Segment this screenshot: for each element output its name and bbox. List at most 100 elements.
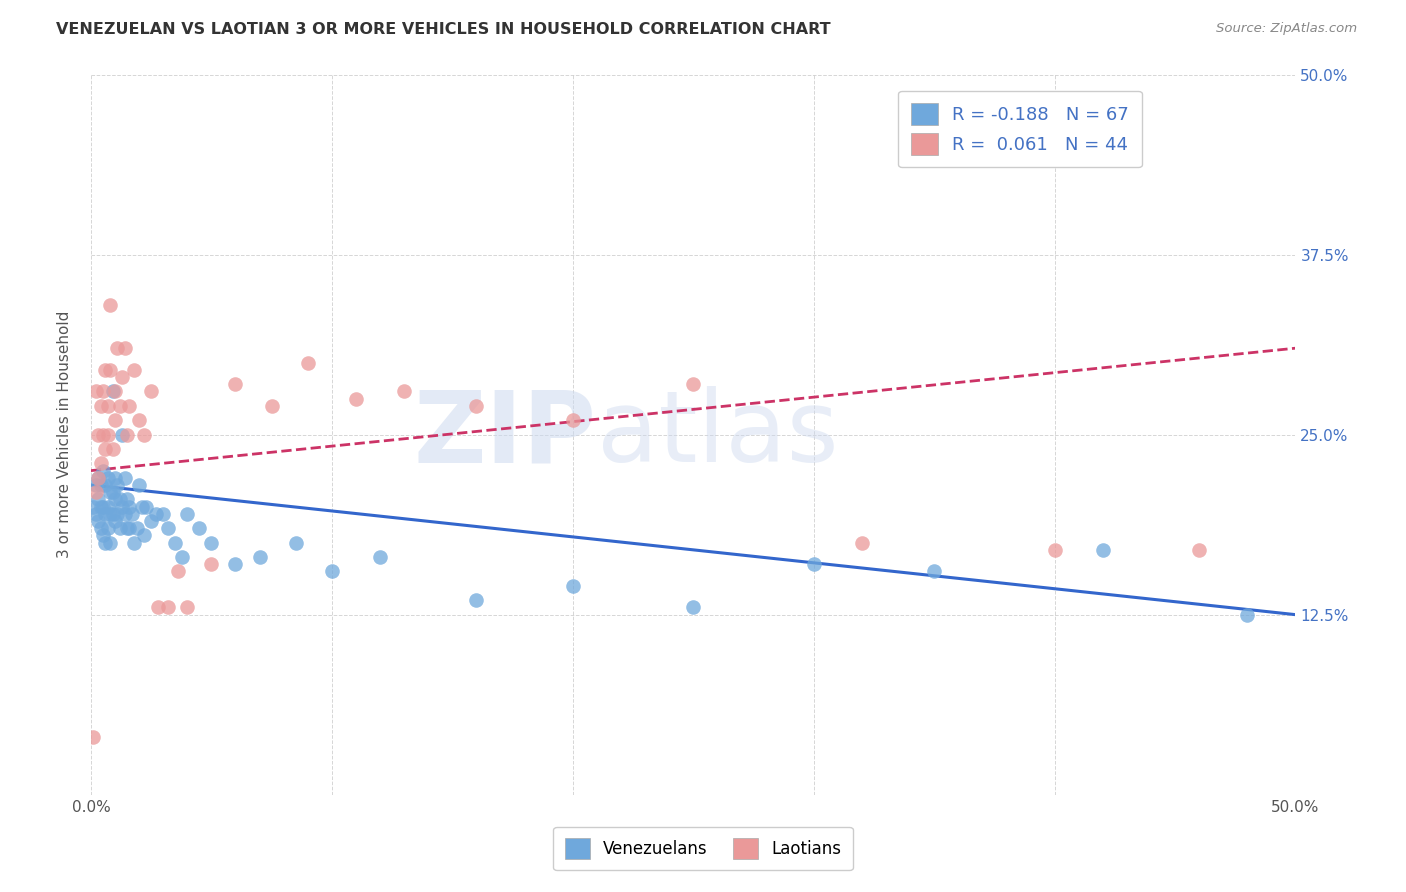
Point <box>107 507 129 521</box>
Point <box>157 600 180 615</box>
Point <box>200 558 222 572</box>
Point <box>98 507 121 521</box>
Legend: R = -0.188   N = 67, R =  0.061   N = 44: R = -0.188 N = 67, R = 0.061 N = 44 <box>898 91 1142 168</box>
Point <box>922 565 945 579</box>
Point <box>90 457 112 471</box>
Point <box>108 521 131 535</box>
Point <box>284 535 307 549</box>
Point <box>104 471 127 485</box>
Point <box>82 730 104 744</box>
Point <box>101 384 124 399</box>
Point <box>176 600 198 615</box>
Point <box>108 399 131 413</box>
Point <box>121 507 143 521</box>
Point <box>84 384 107 399</box>
Point <box>128 478 150 492</box>
Point <box>97 521 120 535</box>
Point <box>148 600 170 615</box>
Text: atlas: atlas <box>596 386 838 483</box>
Point <box>165 535 187 549</box>
Point <box>90 500 112 514</box>
Point <box>344 392 367 406</box>
Point <box>118 399 141 413</box>
Text: Source: ZipAtlas.com: Source: ZipAtlas.com <box>1216 22 1357 36</box>
Point <box>91 384 114 399</box>
Point <box>135 500 157 514</box>
Point <box>200 535 222 549</box>
Point <box>260 399 283 413</box>
Point <box>132 528 155 542</box>
Point <box>166 565 188 579</box>
Point <box>124 363 146 377</box>
Point <box>98 535 121 549</box>
Point <box>111 370 134 384</box>
Point <box>118 500 141 514</box>
Point <box>104 492 127 507</box>
Point <box>128 413 150 427</box>
Point <box>87 471 110 485</box>
Point <box>145 507 167 521</box>
Point <box>188 521 211 535</box>
Point <box>101 442 124 456</box>
Point <box>98 363 121 377</box>
Point <box>111 500 134 514</box>
Point <box>104 384 127 399</box>
Point <box>176 507 198 521</box>
Point <box>87 427 110 442</box>
Y-axis label: 3 or more Vehicles in Household: 3 or more Vehicles in Household <box>58 311 72 558</box>
Point <box>152 507 174 521</box>
Point <box>97 471 120 485</box>
Point <box>392 384 415 399</box>
Point <box>114 471 136 485</box>
Point <box>1091 542 1114 557</box>
Point <box>94 535 117 549</box>
Point <box>803 558 825 572</box>
Point <box>141 514 163 528</box>
Point <box>224 558 246 572</box>
Point <box>104 514 127 528</box>
Point <box>107 478 129 492</box>
Text: VENEZUELAN VS LAOTIAN 3 OR MORE VEHICLES IN HOUSEHOLD CORRELATION CHART: VENEZUELAN VS LAOTIAN 3 OR MORE VEHICLES… <box>56 22 831 37</box>
Point <box>224 377 246 392</box>
Point <box>94 363 117 377</box>
Point <box>107 341 129 355</box>
Point <box>82 500 104 514</box>
Point <box>91 528 114 542</box>
Point <box>84 478 107 492</box>
Point <box>84 485 107 500</box>
Point <box>108 492 131 507</box>
Legend: Venezuelans, Laotians: Venezuelans, Laotians <box>553 827 853 871</box>
Point <box>101 485 124 500</box>
Point <box>321 565 343 579</box>
Point <box>114 341 136 355</box>
Point <box>115 427 138 442</box>
Point <box>465 593 488 607</box>
Point <box>97 500 120 514</box>
Text: ZIP: ZIP <box>413 386 596 483</box>
Point <box>90 521 112 535</box>
Point <box>465 399 488 413</box>
Point <box>115 492 138 507</box>
Point <box>124 535 146 549</box>
Point <box>561 579 583 593</box>
Point <box>84 507 107 521</box>
Point <box>249 549 271 564</box>
Point <box>115 521 138 535</box>
Point <box>157 521 180 535</box>
Point <box>101 507 124 521</box>
Point <box>368 549 391 564</box>
Point <box>90 399 112 413</box>
Point <box>131 500 153 514</box>
Point <box>111 427 134 442</box>
Point <box>94 478 117 492</box>
Point <box>104 413 127 427</box>
Point <box>87 471 110 485</box>
Point <box>87 492 110 507</box>
Point <box>1043 542 1066 557</box>
Point <box>98 485 121 500</box>
Point <box>94 442 117 456</box>
Point <box>91 427 114 442</box>
Point <box>90 478 112 492</box>
Point <box>682 600 704 615</box>
Point <box>172 549 194 564</box>
